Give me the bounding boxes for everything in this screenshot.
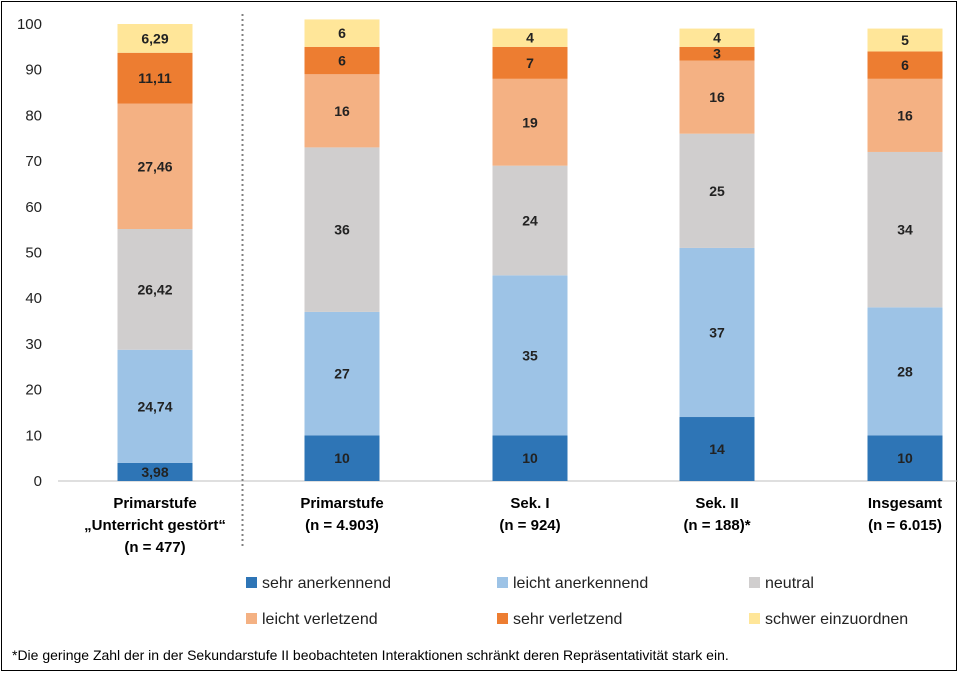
bar-segment <box>492 435 568 481</box>
bar-data-label: 6,29 <box>141 30 168 46</box>
bar-segment <box>304 74 380 148</box>
bar-data-label: 16 <box>897 107 913 123</box>
y-tick-label: 90 <box>25 62 42 79</box>
bar-data-label: 19 <box>522 114 538 130</box>
bar-segment <box>117 24 193 53</box>
y-tick-label: 70 <box>25 153 42 170</box>
x-category-label: (n = 4.903) <box>305 517 379 534</box>
bar-segment <box>117 52 193 104</box>
x-category-label: Primarstufe <box>113 495 196 512</box>
y-tick-label: 100 <box>17 16 42 33</box>
y-tick-label: 50 <box>25 245 42 262</box>
y-tick-label: 30 <box>25 336 42 353</box>
bar-data-label: 37 <box>709 324 725 340</box>
x-category-label: Primarstufe <box>300 495 383 512</box>
bar-data-label: 25 <box>709 183 725 199</box>
bar-segment <box>304 147 380 312</box>
bar-data-label: 27 <box>334 366 350 382</box>
y-tick-label: 80 <box>25 107 42 124</box>
legend-label: sehr verletzend <box>513 611 622 628</box>
bar-data-label: 4 <box>526 30 534 46</box>
y-tick-label: 0 <box>34 473 42 490</box>
bar-segment <box>867 151 943 308</box>
x-category-label: Insgesamt <box>868 495 942 512</box>
legend-label: sehr anerkennend <box>262 575 391 592</box>
bar-data-label: 27,46 <box>137 158 172 174</box>
bar-segment <box>679 28 755 47</box>
bar-segment <box>867 51 943 79</box>
legend-swatch <box>497 577 508 588</box>
bar-data-label: 3,98 <box>141 464 168 480</box>
bar-segment <box>679 417 755 481</box>
bar-segment <box>304 46 380 75</box>
legend-swatch <box>246 613 257 624</box>
x-category-label: „Unterricht gestört“ <box>84 517 226 534</box>
x-category-label: Sek. I <box>510 495 549 512</box>
bar-data-label: 3 <box>713 46 721 62</box>
legend-swatch <box>497 613 508 624</box>
bar-segment <box>679 133 755 248</box>
bar-segment <box>117 229 193 350</box>
bar-segment <box>867 28 943 52</box>
bar-data-label: 16 <box>709 89 725 105</box>
bar-segment <box>679 247 755 418</box>
bar-segment <box>492 78 568 166</box>
bar-data-label: 14 <box>709 441 725 457</box>
legend-swatch <box>749 613 760 624</box>
bar-segment <box>117 349 193 463</box>
bar-segment <box>304 311 380 436</box>
legend-label: leicht anerkennend <box>513 575 648 592</box>
x-category-label: (n = 924) <box>499 517 560 534</box>
bar-segment <box>492 165 568 276</box>
bar-segment <box>117 103 193 230</box>
y-tick-label: 10 <box>25 427 42 444</box>
legend-label: neutral <box>765 575 814 592</box>
x-category-label: Sek. II <box>695 495 738 512</box>
bar-data-label: 10 <box>522 450 538 466</box>
legend-label: schwer einzuordnen <box>765 611 908 628</box>
x-category-label: (n = 6.015) <box>868 517 942 534</box>
bar-data-label: 5 <box>901 32 909 48</box>
bar-segment <box>492 46 568 79</box>
legend-swatch <box>246 577 257 588</box>
bar-segment <box>492 28 568 47</box>
bar-data-label: 4 <box>713 30 721 46</box>
bar-data-label: 34 <box>897 222 913 238</box>
bar-data-label: 6 <box>338 25 346 41</box>
y-tick-label: 60 <box>25 199 42 216</box>
bar-data-label: 35 <box>522 347 538 363</box>
bar-data-label: 28 <box>897 363 913 379</box>
bar-data-label: 36 <box>334 222 350 238</box>
bar-data-label: 24,74 <box>137 398 172 414</box>
bar-data-label: 10 <box>334 450 350 466</box>
bar-segment <box>304 19 380 47</box>
bar-data-label: 24 <box>522 213 538 229</box>
footnote-text: *Die geringe Zahl der in der Sekundarstu… <box>12 647 729 663</box>
bar-segment <box>679 60 755 134</box>
bar-data-label: 16 <box>334 103 350 119</box>
bar-segment <box>867 435 943 481</box>
bar-data-label: 26,42 <box>137 281 172 297</box>
bar-segment <box>304 435 380 481</box>
bar-segment <box>679 46 755 61</box>
bar-data-label: 11,11 <box>138 70 172 86</box>
bar-segment <box>867 78 943 152</box>
x-category-label: (n = 477) <box>124 539 185 556</box>
bar-segment <box>117 462 193 481</box>
bar-data-label: 6 <box>338 53 346 69</box>
x-category-label: (n = 188)* <box>683 517 750 534</box>
legend-swatch <box>749 577 760 588</box>
bar-data-label: 7 <box>526 55 534 71</box>
bar-segment <box>492 275 568 436</box>
bar-segment <box>867 307 943 436</box>
bar-data-label: 10 <box>897 450 913 466</box>
y-tick-label: 20 <box>25 382 42 399</box>
bar-data-label: 6 <box>901 57 909 73</box>
y-tick-label: 40 <box>25 290 42 307</box>
legend-label: leicht verletzend <box>262 611 378 628</box>
